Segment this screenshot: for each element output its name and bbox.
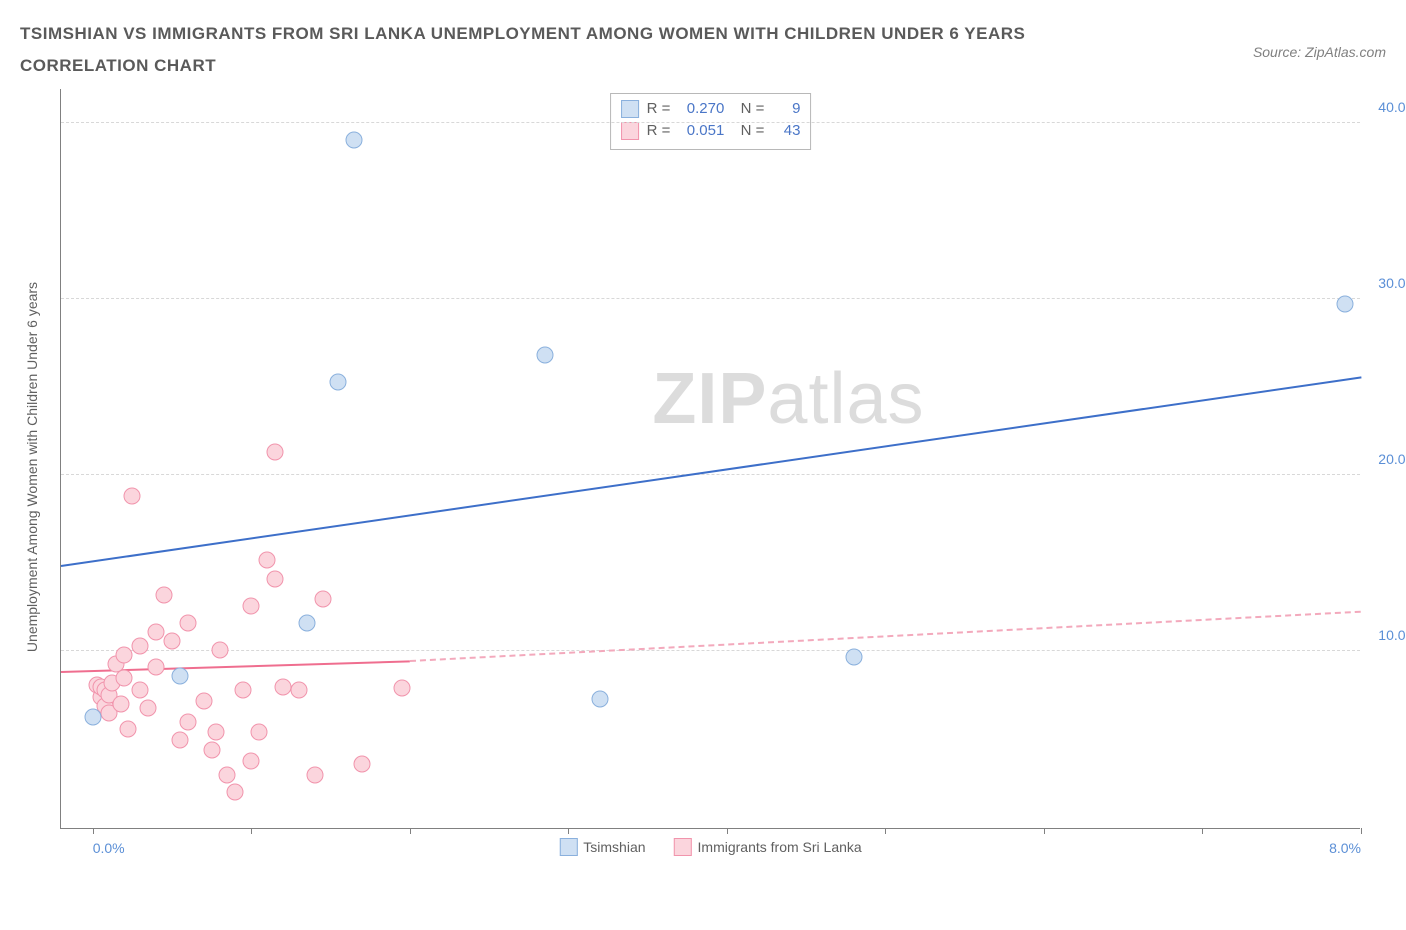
data-point bbox=[227, 784, 244, 801]
legend-label-1: Tsimshian bbox=[583, 839, 645, 855]
data-point bbox=[140, 699, 157, 716]
data-point bbox=[536, 347, 553, 364]
gridline bbox=[61, 122, 1360, 123]
data-point bbox=[274, 678, 291, 695]
data-point bbox=[124, 488, 141, 505]
data-point bbox=[203, 742, 220, 759]
y-tick-label: 30.0% bbox=[1378, 275, 1406, 291]
y-axis-label: Unemployment Among Women with Children U… bbox=[24, 282, 40, 652]
watermark: ZIPatlas bbox=[652, 358, 924, 440]
data-point bbox=[211, 641, 228, 658]
data-point bbox=[267, 571, 284, 588]
x-tick bbox=[1202, 828, 1203, 834]
data-point bbox=[306, 766, 323, 783]
source-label: Source: ZipAtlas.com bbox=[1253, 44, 1386, 60]
gridline bbox=[61, 298, 1360, 299]
x-tick bbox=[410, 828, 411, 834]
stats-row-series-2: R =0.051 N =43 bbox=[621, 120, 801, 143]
data-point bbox=[298, 615, 315, 632]
data-point bbox=[267, 444, 284, 461]
data-point bbox=[259, 551, 276, 568]
y-tick-label: 10.0% bbox=[1378, 627, 1406, 643]
data-point bbox=[113, 696, 130, 713]
x-tick bbox=[1044, 828, 1045, 834]
legend-label-2: Immigrants from Sri Lanka bbox=[698, 839, 862, 855]
data-point bbox=[219, 766, 236, 783]
data-point bbox=[592, 690, 609, 707]
x-tick-label-left: 0.0% bbox=[93, 840, 125, 856]
legend-swatch-2 bbox=[674, 838, 692, 856]
data-point bbox=[148, 659, 165, 676]
data-point bbox=[132, 682, 149, 699]
data-point bbox=[156, 587, 173, 604]
data-point bbox=[116, 646, 133, 663]
stats-row-series-1: R =0.270 N =9 bbox=[621, 98, 801, 121]
x-tick bbox=[93, 828, 94, 834]
data-point bbox=[845, 648, 862, 665]
data-point bbox=[179, 615, 196, 632]
chart-title: TSIMSHIAN VS IMMIGRANTS FROM SRI LANKA U… bbox=[20, 18, 1120, 83]
data-point bbox=[171, 668, 188, 685]
legend: Tsimshian Immigrants from Sri Lanka bbox=[559, 838, 861, 856]
y-tick-label: 40.0% bbox=[1378, 99, 1406, 115]
x-tick-label-right: 8.0% bbox=[1329, 840, 1361, 856]
x-tick bbox=[251, 828, 252, 834]
y-tick-label: 20.0% bbox=[1378, 451, 1406, 467]
data-point bbox=[235, 682, 252, 699]
x-tick bbox=[727, 828, 728, 834]
data-point bbox=[354, 756, 371, 773]
gridline bbox=[61, 474, 1360, 475]
data-point bbox=[148, 624, 165, 641]
legend-item-2: Immigrants from Sri Lanka bbox=[674, 838, 862, 856]
data-point bbox=[251, 724, 268, 741]
data-point bbox=[84, 708, 101, 725]
data-point bbox=[243, 597, 260, 614]
data-point bbox=[195, 692, 212, 709]
data-point bbox=[314, 590, 331, 607]
data-point bbox=[208, 724, 225, 741]
data-point bbox=[346, 132, 363, 149]
x-tick bbox=[1361, 828, 1362, 834]
data-point bbox=[119, 720, 136, 737]
legend-item-1: Tsimshian bbox=[559, 838, 645, 856]
data-point bbox=[171, 731, 188, 748]
data-point bbox=[179, 713, 196, 730]
x-tick bbox=[885, 828, 886, 834]
x-tick bbox=[568, 828, 569, 834]
data-point bbox=[132, 638, 149, 655]
trend-line bbox=[410, 611, 1361, 662]
data-point bbox=[116, 669, 133, 686]
swatch-series-1 bbox=[621, 100, 639, 118]
gridline bbox=[61, 650, 1360, 651]
data-point bbox=[163, 632, 180, 649]
legend-swatch-1 bbox=[559, 838, 577, 856]
trend-line bbox=[61, 376, 1361, 567]
data-point bbox=[330, 373, 347, 390]
data-point bbox=[393, 680, 410, 697]
data-point bbox=[243, 752, 260, 769]
data-point bbox=[290, 682, 307, 699]
scatter-plot: ZIPatlas R =0.270 N =9 R =0.051 N =43 Ts… bbox=[60, 89, 1360, 829]
data-point bbox=[1337, 296, 1354, 313]
swatch-series-2 bbox=[621, 122, 639, 140]
